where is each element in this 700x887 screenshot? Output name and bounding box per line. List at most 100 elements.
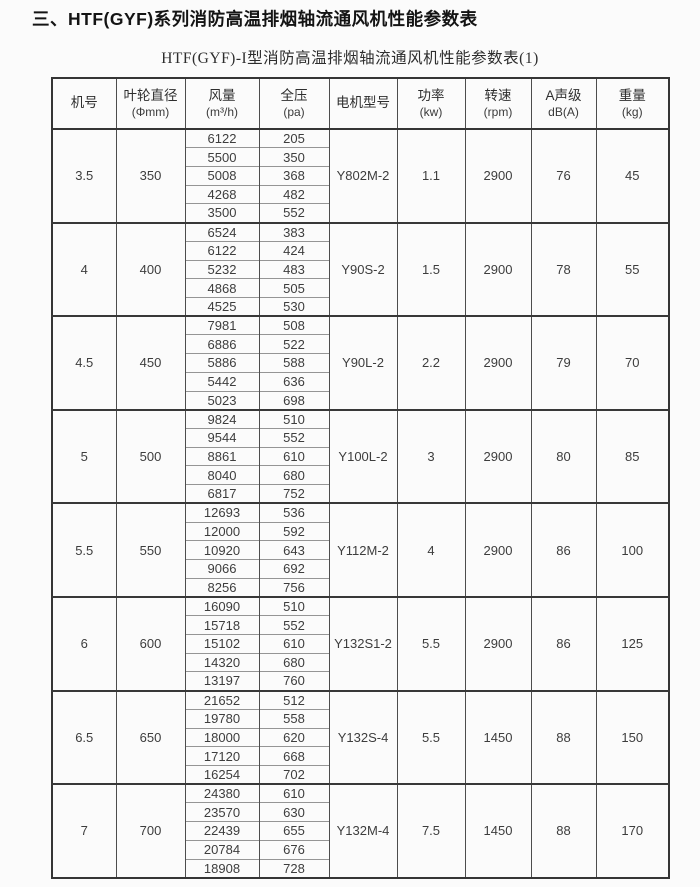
airflow-cell: 20784 — [184, 839, 260, 860]
machine-no-cell: 4.5 — [51, 315, 117, 410]
pressure-cell: 530 — [258, 296, 330, 317]
table-row: 5500 350 — [52, 147, 669, 167]
column-header-label: 机号 — [70, 95, 98, 111]
pressure-cell: 512 — [258, 689, 330, 710]
pressure-cell: 655 — [258, 821, 330, 841]
airflow-cell: 5232 — [184, 259, 260, 279]
weight-cell: 100 — [595, 502, 670, 597]
noise-level-cell: 76 — [530, 128, 597, 223]
airflow-cell: 5008 — [184, 165, 260, 186]
power-cell: 5.5 — [396, 595, 466, 691]
airflow-cell: 9824 — [184, 408, 260, 429]
speed-cell: 1450 — [464, 689, 532, 785]
weight-cell: 125 — [595, 595, 670, 691]
table-row: 5442 636 — [52, 371, 669, 392]
airflow-cell: 5023 — [184, 390, 260, 410]
power-cell: 4 — [396, 502, 466, 597]
pressure-cell: 702 — [258, 764, 330, 785]
airflow-cell: 6122 — [184, 240, 260, 261]
machine-no-cell: 6 — [51, 595, 117, 691]
table-header: 机号 叶轮直径 (Φmm) 风量 (m³/h) 全压 (pa) 电机型号 — [51, 78, 670, 130]
col-header-machine-no: 机号 — [51, 78, 117, 130]
pressure-cell: 643 — [258, 540, 330, 560]
table-row: 6886 522 — [52, 334, 669, 354]
impeller-diameter-cell: 550 — [115, 502, 186, 597]
pressure-cell: 668 — [258, 746, 330, 766]
weight-cell: 150 — [595, 689, 670, 785]
impeller-diameter-cell: 400 — [115, 221, 186, 317]
weight-cell: 45 — [595, 128, 670, 223]
airflow-cell: 18000 — [184, 727, 260, 747]
table-row: 19780 558 — [52, 708, 669, 728]
pressure-cell: 350 — [258, 147, 330, 167]
pressure-cell: 728 — [258, 858, 330, 878]
airflow-cell: 8040 — [184, 465, 260, 485]
speed-cell: 2900 — [464, 221, 532, 317]
table-row: 8861 610 — [52, 446, 669, 466]
machine-no-cell: 5.5 — [51, 502, 117, 597]
table-row: 5008 368 — [52, 165, 669, 186]
table-row: 15718 552 — [52, 615, 669, 635]
pressure-cell: 368 — [258, 165, 330, 186]
table-row: 5023 698 — [52, 390, 669, 410]
airflow-cell: 16254 — [184, 764, 260, 785]
pressure-cell: 630 — [258, 802, 330, 822]
pressure-cell: 698 — [258, 390, 330, 410]
column-header-unit: (kw) — [419, 104, 443, 119]
table-row: 23570 630 — [52, 802, 669, 822]
col-header-impeller-diameter: 叶轮直径 (Φmm) — [115, 78, 186, 130]
col-header-power: 功率 (kw) — [396, 78, 466, 130]
machine-no-cell: 7 — [51, 783, 117, 878]
table-row: 7 700 24380 610 Y132M-4 7.5 1450 88 170 — [51, 783, 670, 878]
machine-no-cell: 6.5 — [51, 689, 117, 785]
airflow-cell: 14320 — [184, 652, 260, 672]
pressure-cell: 536 — [258, 502, 330, 523]
machine-no-cell: 5 — [51, 408, 117, 504]
pressure-cell: 610 — [258, 783, 330, 803]
table-row: 4.5 450 7981 508 Y90L-2 2.2 2900 79 70 — [51, 315, 670, 410]
motor-model-cell: Y802M-2 — [328, 128, 398, 223]
power-cell: 2.2 — [396, 315, 466, 410]
weight-cell: 85 — [595, 408, 670, 504]
airflow-cell: 15718 — [184, 615, 260, 635]
table-row: 9066 692 — [52, 559, 669, 579]
pressure-cell: 552 — [258, 203, 330, 223]
col-header-speed: 转速 (rpm) — [464, 78, 532, 130]
airflow-cell: 6886 — [184, 334, 260, 354]
noise-level-cell: 86 — [530, 502, 597, 597]
airflow-cell: 9544 — [184, 428, 260, 448]
impeller-diameter-cell: 350 — [115, 128, 186, 223]
pressure-cell: 383 — [258, 221, 330, 242]
pressure-cell: 552 — [258, 428, 330, 448]
airflow-cell: 4868 — [184, 278, 260, 298]
airflow-cell: 15102 — [184, 633, 260, 654]
table-row: 20784 676 — [52, 839, 669, 860]
pressure-cell: 676 — [258, 839, 330, 860]
pressure-cell: 205 — [258, 128, 330, 148]
col-header-pressure: 全压 (pa) — [258, 78, 330, 130]
column-header-label: 转速 — [484, 87, 512, 103]
impeller-diameter-cell: 650 — [115, 689, 186, 785]
table-row: 3500 552 — [52, 203, 669, 223]
table-body: 3.5 350 6122 205 Y802M-2 1.1 2900 76 45 5500 350 50… — [51, 128, 670, 878]
airflow-cell: 6122 — [184, 128, 260, 148]
performance-table: 机号 叶轮直径 (Φmm) 风量 (m³/h) 全压 (pa) 电机型号 — [51, 77, 670, 879]
table-row: 15102 610 — [52, 633, 669, 654]
airflow-cell: 12000 — [184, 521, 260, 541]
table-row: 5.5 550 12693 536 Y112M-2 4 2900 86 100 — [51, 502, 670, 597]
column-header-label: 电机型号 — [336, 95, 390, 111]
pressure-cell: 558 — [258, 708, 330, 728]
speed-cell: 2900 — [464, 408, 532, 504]
table-row: 12000 592 — [52, 521, 669, 541]
noise-level-cell: 78 — [530, 221, 597, 317]
table-row: 3.5 350 6122 205 Y802M-2 1.1 2900 76 45 — [51, 128, 670, 223]
motor-model-cell: Y90S-2 — [328, 221, 398, 317]
table-row: 4 400 6524 383 Y90S-2 1.5 2900 78 55 — [51, 221, 670, 317]
airflow-cell: 18908 — [184, 858, 260, 878]
power-cell: 5.5 — [396, 689, 466, 785]
motor-model-cell: Y132S1-2 — [328, 595, 398, 691]
speed-cell: 1450 — [464, 783, 532, 878]
pressure-cell: 424 — [258, 240, 330, 261]
table-row: 6817 752 — [52, 484, 669, 504]
